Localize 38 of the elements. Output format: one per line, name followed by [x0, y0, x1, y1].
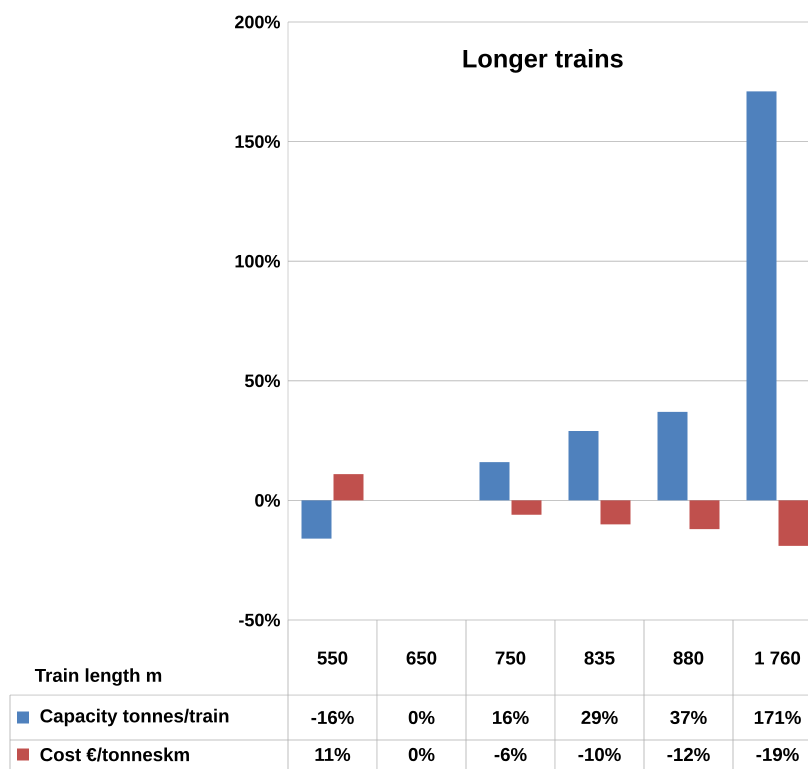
y-tick-label: 50% — [244, 374, 280, 388]
y-tick-label: 200% — [235, 16, 280, 28]
legend-label: Capacity tonnes/train — [40, 708, 228, 726]
bar — [746, 91, 776, 500]
legend-label: Cost €/tonneskm — [40, 748, 189, 762]
data-label: 0% — [408, 710, 434, 724]
data-label: 37% — [670, 710, 707, 724]
data-label: -16% — [311, 710, 354, 724]
x-tick-label: 550 — [317, 651, 348, 665]
bar — [778, 500, 808, 546]
bar — [512, 500, 542, 515]
bar — [334, 474, 364, 500]
text: Longer trains — [464, 49, 623, 73]
data-label: -6% — [494, 748, 527, 762]
y-tick-label: 150% — [236, 135, 280, 148]
data-label: 0% — [408, 748, 434, 762]
data-label: 171% — [754, 710, 801, 724]
bar — [480, 462, 510, 500]
data-label: -10% — [578, 748, 621, 762]
bar — [690, 500, 720, 530]
bar — [600, 500, 630, 524]
data-label: -19% — [756, 748, 799, 762]
data-label: 29% — [581, 710, 618, 724]
x-tick-label: 650 — [406, 651, 436, 665]
x-axis-title: Train length m — [34, 668, 162, 686]
data-label: -12% — [667, 748, 710, 762]
x-tick-label: 835 — [584, 651, 615, 665]
data-label: 11% — [316, 748, 350, 762]
x-tick-label: 1 760 — [755, 651, 800, 665]
bar — [302, 500, 332, 539]
x-tick-label: 750 — [496, 651, 526, 665]
bar — [568, 431, 599, 500]
data-label: 16% — [492, 710, 529, 724]
y-tick-label: 100% — [236, 254, 280, 268]
x-tick-label: 880 — [674, 651, 704, 665]
y-tick-label: 0% — [255, 494, 280, 507]
bar — [658, 412, 688, 500]
y-tick-label: -50% — [239, 614, 280, 626]
